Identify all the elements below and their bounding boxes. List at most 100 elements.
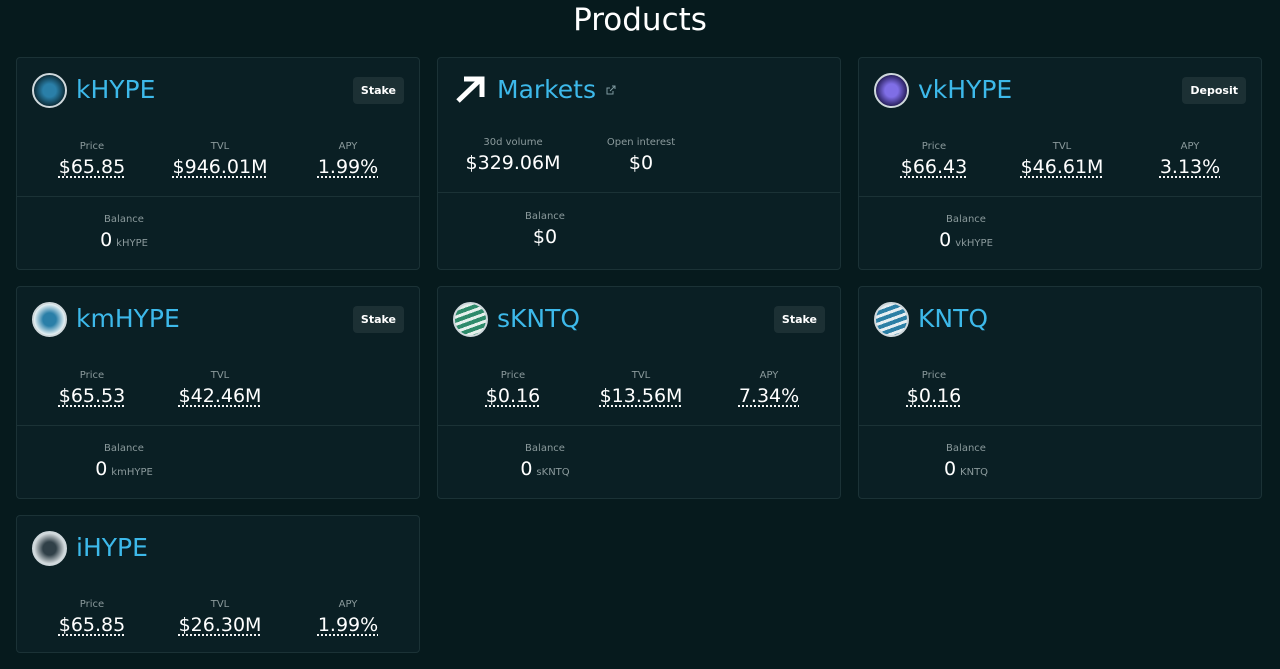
balance-value: 0 bbox=[520, 458, 533, 480]
balance-label: Balance bbox=[946, 214, 986, 225]
stat-value: $946.01M bbox=[172, 156, 268, 178]
product-icon bbox=[453, 302, 488, 337]
stat-value: $0.16 bbox=[906, 385, 962, 407]
stat: APY 3.13% bbox=[1126, 140, 1254, 180]
stat-value: $329.06M bbox=[465, 152, 561, 174]
action-button[interactable]: Stake bbox=[352, 77, 404, 104]
divider bbox=[17, 425, 419, 426]
divider bbox=[859, 425, 1261, 426]
product-name[interactable]: KNTQ bbox=[918, 304, 989, 333]
balance-row: $0 bbox=[481, 224, 609, 250]
balance: Balance 0 KNTQ bbox=[902, 442, 1030, 486]
divider bbox=[438, 425, 840, 426]
product-card: kHYPE Stake Price $65.85 TVL $946.01M APY 1.99%… bbox=[16, 57, 420, 270]
balance-unit: kHYPE bbox=[116, 238, 148, 249]
stat-label: Price bbox=[79, 599, 105, 610]
stat-value: $65.85 bbox=[58, 614, 126, 636]
balance-row: 0 sKNTQ bbox=[481, 456, 609, 486]
balance-row: 0 KNTQ bbox=[902, 456, 1030, 486]
stat-label: TVL bbox=[1052, 141, 1072, 152]
stat: TVL $46.61M bbox=[998, 140, 1126, 180]
stat: APY 7.34% bbox=[705, 369, 833, 409]
stat: Price $0.16 bbox=[870, 369, 998, 409]
stat: Open interest $0 bbox=[577, 136, 705, 176]
external-link-icon[interactable] bbox=[606, 85, 616, 95]
stat-value: $0.16 bbox=[485, 385, 541, 407]
balance-label: Balance bbox=[525, 443, 565, 454]
stat: APY 1.99% bbox=[284, 140, 412, 180]
page-title: Products bbox=[573, 2, 707, 38]
product-name[interactable]: iHYPE bbox=[76, 533, 148, 562]
action-button[interactable]: Deposit bbox=[1182, 77, 1246, 104]
divider bbox=[17, 196, 419, 197]
product-name[interactable]: Markets bbox=[497, 75, 596, 104]
stat: Price $65.85 bbox=[28, 140, 156, 180]
stat-value: 7.34% bbox=[738, 385, 800, 407]
balance-value: 0 bbox=[100, 229, 113, 251]
balance-value: 0 bbox=[939, 229, 952, 251]
balance-label: Balance bbox=[525, 211, 565, 222]
stat-label: Open interest bbox=[606, 137, 676, 148]
stat: Price $65.85 bbox=[28, 598, 156, 638]
product-card: Markets 30d volume $329.06M Open interest $0… bbox=[437, 57, 841, 270]
balance-label: Balance bbox=[104, 214, 144, 225]
product-name[interactable]: kHYPE bbox=[76, 75, 156, 104]
balance-label: Balance bbox=[104, 443, 144, 454]
balance: Balance $0 bbox=[481, 210, 609, 250]
product-card: sKNTQ Stake Price $0.16 TVL $13.56M APY 7.34% Ba… bbox=[437, 286, 841, 499]
stat-value: 3.13% bbox=[1159, 156, 1221, 178]
balance: Balance 0 kHYPE bbox=[60, 213, 188, 257]
balance-value: 0 bbox=[943, 458, 957, 480]
stat-label: Price bbox=[79, 141, 105, 152]
balance-unit: kmHYPE bbox=[111, 467, 153, 478]
balance: Balance 0 sKNTQ bbox=[481, 442, 609, 486]
product-name[interactable]: kmHYPE bbox=[76, 304, 180, 333]
balance-unit: sKNTQ bbox=[536, 467, 570, 478]
stat-label: APY bbox=[759, 370, 779, 381]
balance-row: 0 kHYPE bbox=[60, 227, 188, 257]
stat-value: $0 bbox=[628, 152, 654, 174]
stat-label: TVL bbox=[631, 370, 651, 381]
product-name[interactable]: sKNTQ bbox=[497, 304, 581, 333]
product-icon bbox=[32, 73, 67, 108]
stat: TVL $946.01M bbox=[156, 140, 284, 180]
stat: Price $66.43 bbox=[870, 140, 998, 180]
product-icon bbox=[874, 73, 909, 108]
stat-value: $65.85 bbox=[58, 156, 126, 178]
product-card: iHYPE Price $65.85 TVL $26.30M APY 1.99% bbox=[16, 515, 420, 653]
stat-label: APY bbox=[1180, 141, 1200, 152]
stat-label: APY bbox=[338, 141, 358, 152]
product-card: KNTQ Price $0.16 Balance 0 KNTQ bbox=[858, 286, 1262, 499]
stat-label: Price bbox=[921, 141, 947, 152]
stat: Price $65.53 bbox=[28, 369, 156, 409]
stat: TVL $26.30M bbox=[156, 598, 284, 638]
stat-label: APY bbox=[338, 599, 358, 610]
balance-unit: vkHYPE bbox=[955, 238, 993, 249]
product-icon bbox=[32, 531, 67, 566]
action-button[interactable]: Stake bbox=[773, 306, 825, 333]
action-button[interactable]: Stake bbox=[352, 306, 404, 333]
product-icon bbox=[874, 302, 909, 337]
balance-row: 0 kmHYPE bbox=[60, 456, 188, 486]
stat: TVL $42.46M bbox=[156, 369, 284, 409]
stat-label: 30d volume bbox=[483, 137, 543, 148]
stat-label: TVL bbox=[210, 141, 230, 152]
product-card: vkHYPE Deposit Price $66.43 TVL $46.61M APY 3.1… bbox=[858, 57, 1262, 270]
stat-value: 1.99% bbox=[317, 614, 379, 636]
stat-value: $66.43 bbox=[900, 156, 968, 178]
product-name[interactable]: vkHYPE bbox=[918, 75, 1013, 104]
divider bbox=[859, 196, 1261, 197]
stat: TVL $13.56M bbox=[577, 369, 705, 409]
balance-row: 0 vkHYPE bbox=[902, 227, 1030, 257]
stat-label: TVL bbox=[210, 599, 230, 610]
stat-value: $13.56M bbox=[599, 385, 683, 407]
divider bbox=[438, 192, 840, 193]
markets-icon bbox=[456, 76, 485, 103]
product-card: kmHYPE Stake Price $65.53 TVL $42.46M Balance 0… bbox=[16, 286, 420, 499]
balance-label: Balance bbox=[946, 443, 986, 454]
stat-value: 1.99% bbox=[317, 156, 379, 178]
stat-label: TVL bbox=[210, 370, 230, 381]
balance-value: 0 bbox=[95, 458, 108, 480]
balance: Balance 0 kmHYPE bbox=[60, 442, 188, 486]
